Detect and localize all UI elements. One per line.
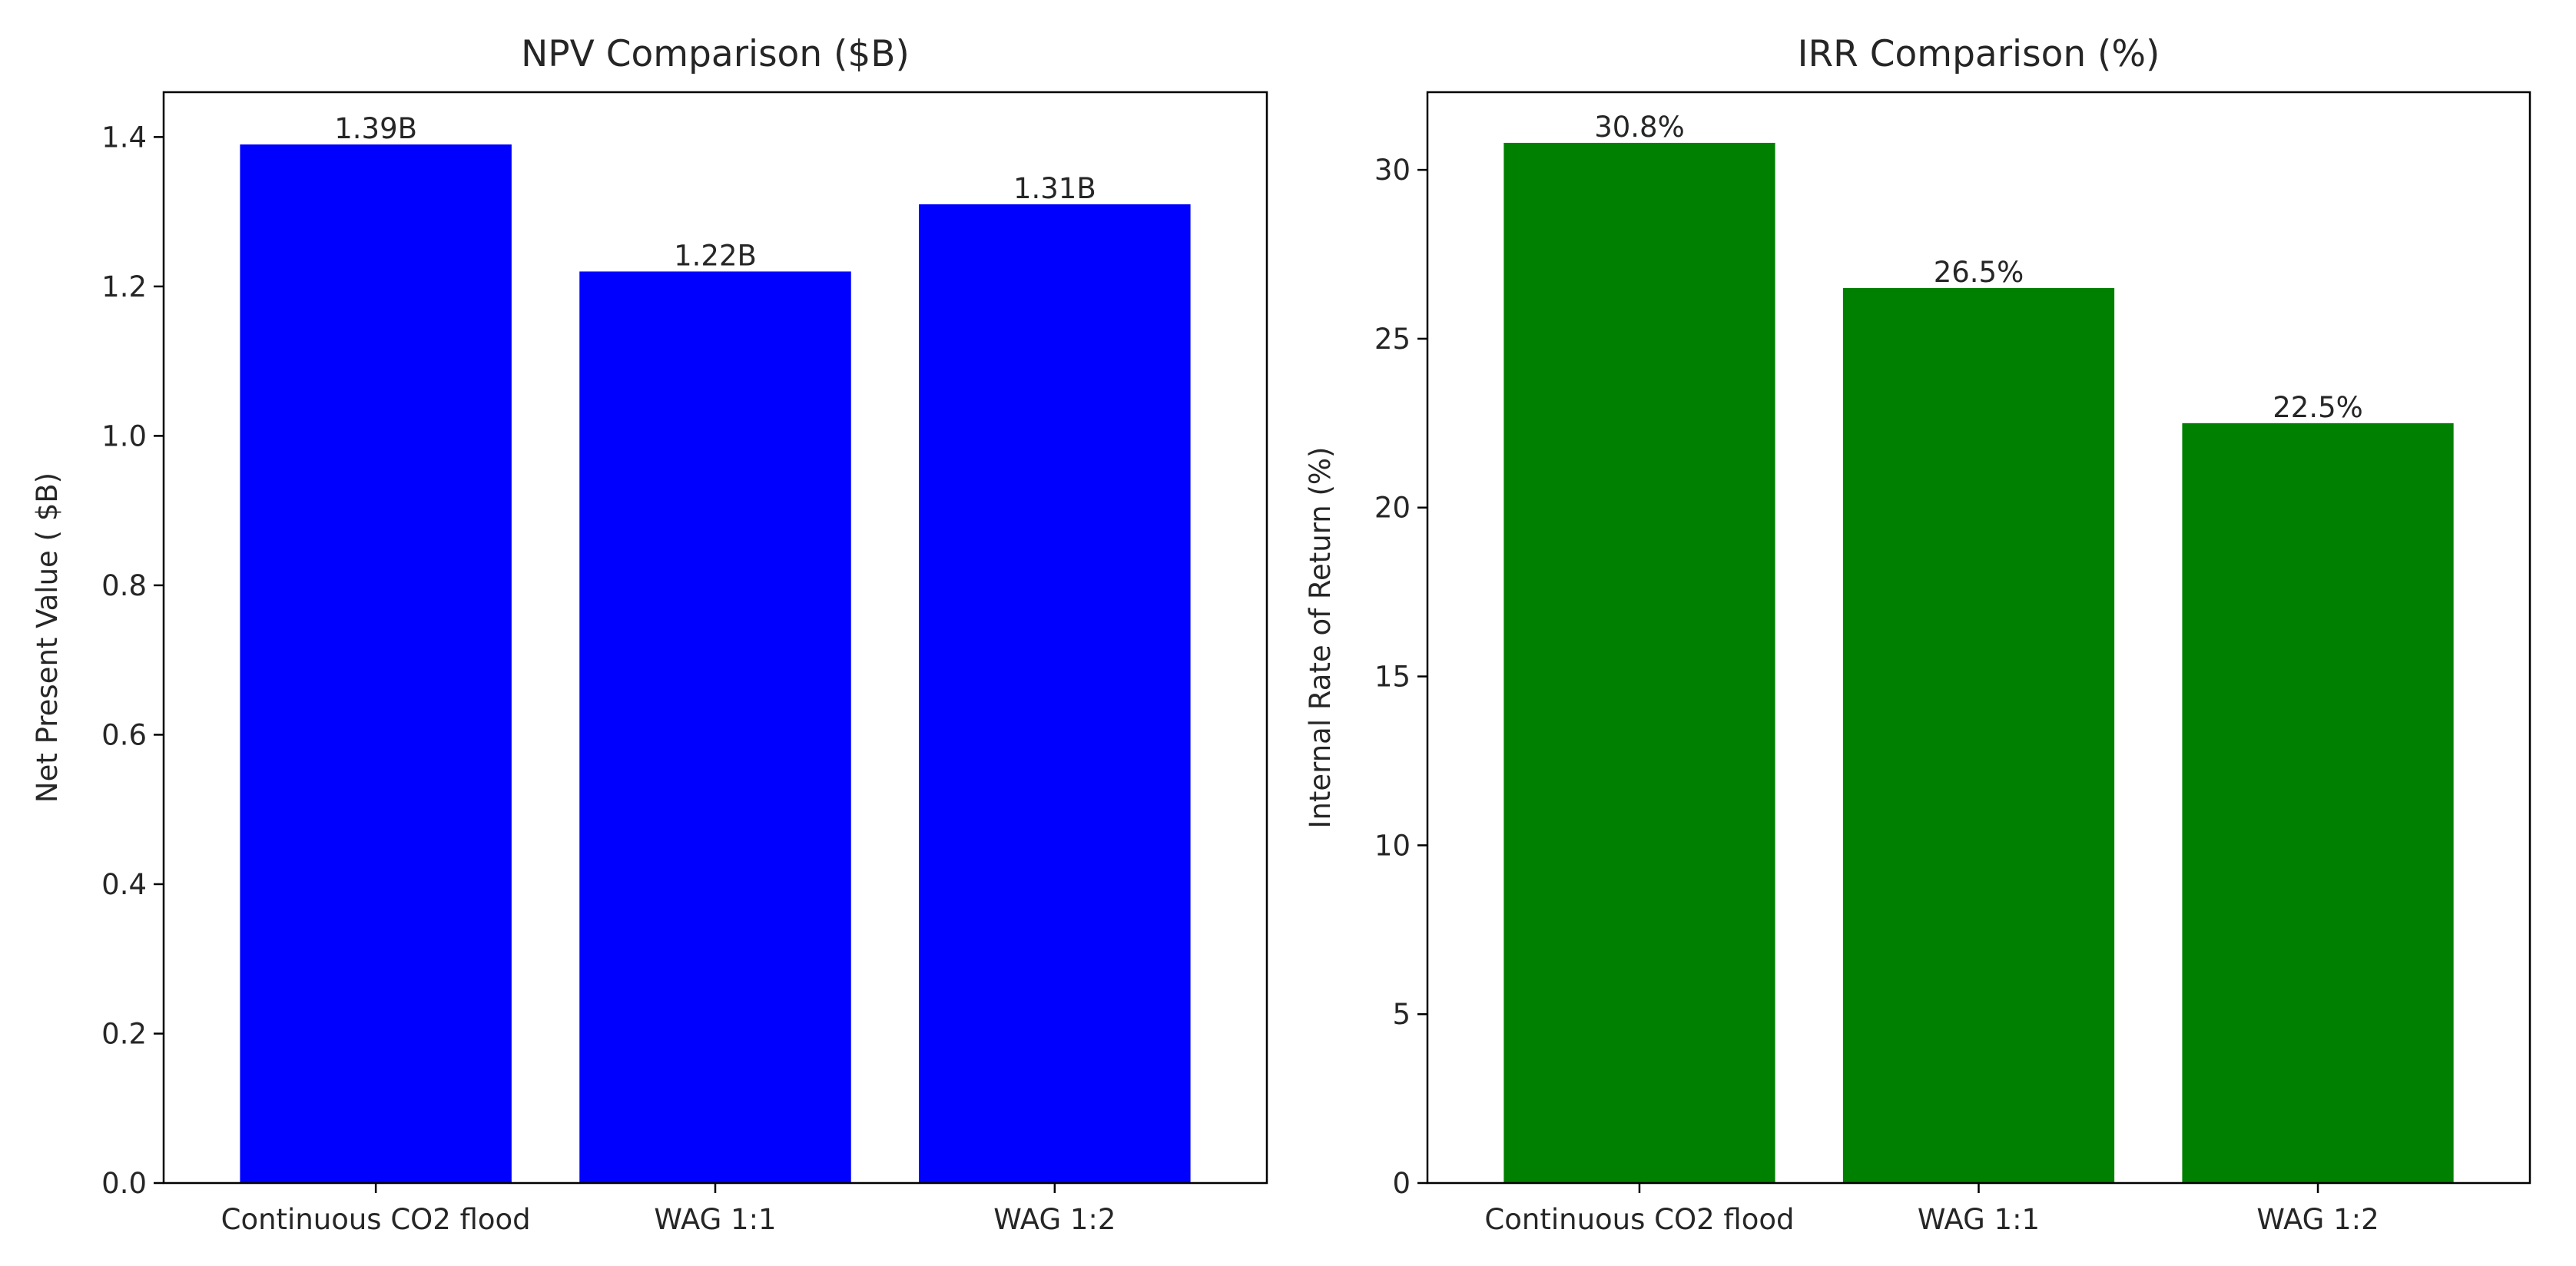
irr-bar-2 [1842,287,2115,1184]
npv-data-label-2: 1.22B [674,239,757,272]
npv-chart: 1.39B 1.22B 1.31B 0.0 0.2 0.4 0.6 0.8 1.0 1.2 1.4 C… [31,33,1268,1236]
irr-y-tick-label: 15 [1374,661,1411,694]
npv-chart-title: NPV Comparison ($B) [521,33,910,75]
irr-y-axis-label: Internal Rate of Return (%) [1304,447,1337,829]
irr-bar-3 [2182,423,2454,1183]
npv-data-label-1: 1.39B [334,112,417,145]
irr-bar-1 [1503,142,1775,1183]
npv-y-tick-label: 0.0 [101,1167,147,1200]
npv-y-tick-label: 0.4 [101,868,147,901]
irr-y-tick-label: 5 [1392,998,1411,1031]
irr-data-label-2: 26.5% [1934,256,2024,289]
npv-y-tick-label: 1.2 [101,270,147,303]
npv-y-tick-label: 1.4 [101,121,147,154]
npv-x-tick-label: WAG 1:2 [993,1203,1116,1236]
irr-x-tick-label: Continuous CO2 flood [1484,1203,1794,1236]
irr-data-label-3: 22.5% [2273,391,2363,424]
npv-x-tick-label: WAG 1:1 [654,1203,776,1236]
npv-y-tick-label: 1.0 [101,419,147,452]
npv-y-tick-label: 0.2 [101,1017,147,1050]
irr-y-tick-label: 30 [1374,154,1411,187]
irr-chart-title: IRR Comparison (%) [1798,33,2160,75]
npv-data-label-3: 1.31B [1013,172,1096,205]
irr-y-tick-label: 25 [1374,323,1411,356]
npv-bar-2 [579,271,851,1183]
irr-x-tick-label: WAG 1:1 [1918,1203,2040,1236]
irr-y-tick-label: 20 [1374,492,1411,525]
irr-chart: 30.8% 26.5% 22.5% 0 5 10 15 20 25 30 Continuous CO… [1304,33,2531,1236]
irr-y-tick-label: 0 [1392,1167,1411,1200]
irr-data-label-1: 30.8% [1594,111,1685,144]
npv-y-tick-label: 0.6 [101,718,147,751]
npv-x-tick-label: Continuous CO2 flood [221,1203,531,1236]
npv-y-axis-label: Net Present Value ( $B) [31,472,64,803]
irr-y-tick-label: 10 [1374,829,1411,862]
irr-x-tick-label: WAG 1:2 [2256,1203,2379,1236]
npv-bar-1 [240,144,512,1184]
npv-bar-3 [919,204,1191,1184]
npv-y-tick-label: 0.8 [101,569,147,602]
